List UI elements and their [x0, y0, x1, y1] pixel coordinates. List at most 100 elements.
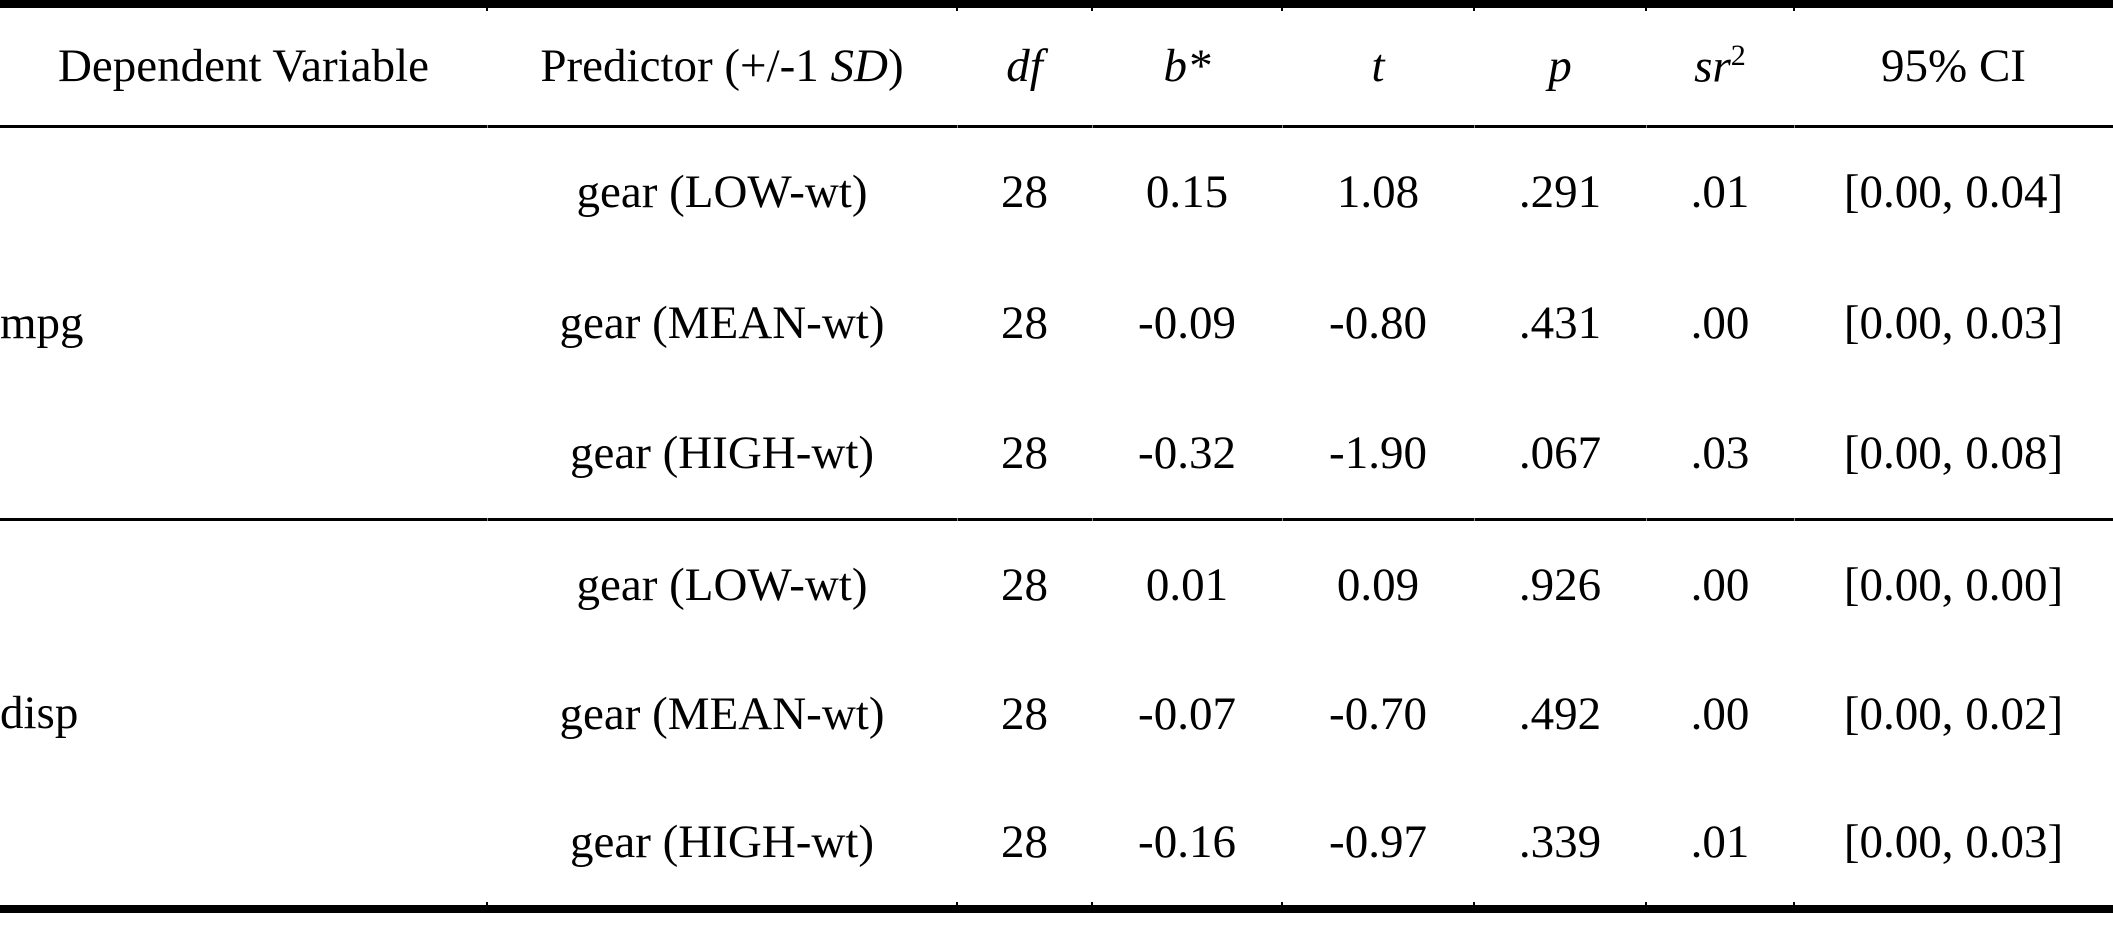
column-boundary-tick [1794, 125, 1795, 128]
cell-predictor: gear (HIGH-wt) [569, 426, 875, 479]
cell-predictor: gear (LOW-wt) [576, 558, 868, 611]
column-header-df-text: df [1006, 40, 1043, 93]
column-boundary-tick [487, 518, 488, 521]
cell-df: 28 [1001, 816, 1048, 868]
column-boundary-tick [1646, 125, 1647, 128]
column-header-p-text: p [1548, 40, 1572, 93]
header-row: Dependent Variable Predictor (+/-1 SD) df b… [0, 4, 2113, 128]
column-boundary-tick [486, 8, 488, 11]
cell-t: -0.70 [1329, 688, 1427, 740]
column-boundary-tick [1793, 8, 1795, 11]
section-mpg: mpg gear (LOW-wt) 28 0.15 1.08 .291 .01 [0.00, … [0, 126, 2113, 519]
cell-p: .926 [1518, 558, 1602, 611]
cell-sr2: .03 [1690, 426, 1750, 479]
column-boundary-tick [957, 518, 958, 521]
table-row: disp gear (LOW-wt) 28 0.01 0.09 .926 .00 [0.00,… [0, 519, 2113, 739]
cell-predictor: gear (MEAN-wt) [559, 688, 885, 740]
column-boundary-tick [1282, 518, 1283, 521]
cell-predictor: gear (LOW-wt) [576, 166, 868, 219]
column-boundary-tick [1473, 902, 1475, 905]
cell-ci: [0.00, 0.02] [1843, 688, 2064, 740]
column-header-b-star-text: * [1187, 40, 1211, 93]
cell-df: 28 [1001, 296, 1048, 349]
column-header-t-text: t [1371, 40, 1385, 93]
column-boundary-tick [1092, 125, 1093, 128]
column-boundary-tick [1646, 518, 1647, 521]
column-boundary-tick [1473, 8, 1475, 11]
cell-sr2: .00 [1690, 296, 1750, 349]
column-header-predictor-text: ) [887, 40, 904, 93]
column-header-sr2-text: sr [1694, 41, 1731, 94]
column-boundary-tick [957, 125, 958, 128]
cell-b-star: -0.07 [1138, 688, 1236, 740]
cell-ci: [0.00, 0.03] [1843, 816, 2064, 868]
column-boundary-tick [1281, 902, 1283, 905]
table-row: gear (MEAN-wt) 28 -0.07 -0.70 .492 .00 [0.00, … [0, 649, 2113, 779]
cell-df: 28 [1001, 426, 1048, 479]
cell-t: -0.80 [1329, 296, 1427, 349]
cell-ci: [0.00, 0.08] [1843, 426, 2064, 479]
column-boundary-tick [1282, 125, 1283, 128]
dependent-variable-label: disp [0, 686, 79, 739]
column-header-b-star-text: b [1163, 40, 1188, 93]
section-disp: disp gear (LOW-wt) 28 0.01 0.09 .926 .00 [0.00,… [0, 519, 2113, 909]
cell-p: .431 [1518, 296, 1602, 349]
cell-df: 28 [1001, 688, 1048, 740]
column-boundary-tick [1281, 8, 1283, 11]
cell-sr2: .01 [1690, 166, 1750, 219]
column-header-dependent-variable: Dependent Variable [0, 4, 487, 128]
column-boundary-tick [1092, 518, 1093, 521]
column-boundary-tick [1091, 902, 1093, 905]
cell-t: -0.97 [1329, 816, 1427, 868]
cell-b-star: -0.09 [1138, 296, 1236, 349]
cell-sr2: .00 [1690, 688, 1750, 740]
column-boundary-tick [1474, 518, 1475, 521]
cell-p: .067 [1518, 426, 1602, 479]
column-header-df: df [957, 4, 1092, 128]
column-header-b-star: b* [1092, 4, 1282, 128]
column-boundary-tick [1794, 518, 1795, 521]
cell-sr2: .00 [1690, 558, 1750, 611]
cell-ci: [0.00, 0.03] [1843, 296, 2064, 349]
cell-b-star: -0.16 [1138, 816, 1236, 868]
cell-p: .492 [1518, 688, 1602, 740]
cell-predictor: gear (MEAN-wt) [559, 296, 885, 349]
column-header-sr2: sr2 [1646, 4, 1794, 128]
column-boundary-tick [1793, 902, 1795, 905]
column-header-predictor-text: SD [830, 40, 888, 93]
cell-b-star: 0.01 [1145, 558, 1229, 611]
cell-t: 0.09 [1336, 558, 1420, 611]
column-header-predictor-text: Predictor (+/-1 [540, 40, 831, 93]
cell-ci: [0.00, 0.00] [1843, 558, 2064, 611]
cell-df: 28 [1001, 558, 1048, 611]
column-boundary-tick [1645, 8, 1647, 11]
cell-b-star: 0.15 [1145, 166, 1229, 219]
table-row: gear (HIGH-wt) 28 -0.16 -0.97 .339 .01 [0.00, … [0, 779, 2113, 909]
column-boundary-tick [1091, 8, 1093, 11]
column-boundary-tick [487, 125, 488, 128]
cell-sr2: .01 [1690, 816, 1750, 868]
dependent-variable-label: mpg [0, 296, 84, 349]
cell-p: .339 [1518, 816, 1602, 868]
column-boundary-tick [1474, 125, 1475, 128]
table-row: gear (HIGH-wt) 28 -0.32 -1.90 .067 .03 [0.00, … [0, 388, 2113, 519]
column-header-p: p [1474, 4, 1646, 128]
cell-t: -1.90 [1329, 426, 1427, 479]
column-header-ci: 95% CI [1794, 4, 2113, 128]
column-boundary-tick [1645, 902, 1647, 905]
column-header-predictor: Predictor (+/-1 SD) [487, 4, 957, 128]
table-header: Dependent Variable Predictor (+/-1 SD) df b… [0, 4, 2113, 128]
column-boundary-tick [486, 902, 488, 905]
cell-p: .291 [1518, 166, 1602, 219]
column-header-t: t [1282, 4, 1474, 128]
column-boundary-tick [956, 8, 958, 11]
column-header-sr2-text: 2 [1730, 38, 1746, 73]
cell-df: 28 [1001, 166, 1048, 219]
column-header-dependent-variable-text: Dependent Variable [57, 40, 430, 93]
column-header-ci-text: 95% CI [1881, 40, 2026, 93]
table-row: gear (MEAN-wt) 28 -0.09 -0.80 .431 .00 [0.00, … [0, 257, 2113, 388]
column-boundary-tick [956, 902, 958, 905]
cell-b-star: -0.32 [1138, 426, 1236, 479]
